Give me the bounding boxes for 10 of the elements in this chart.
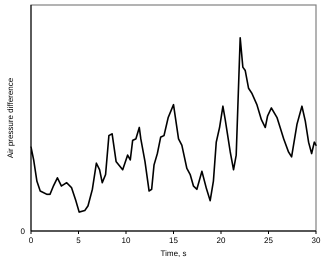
x-tick-label: 30	[312, 236, 321, 245]
text: 0	[20, 227, 26, 236]
y-axis-title: Air pressure difference	[6, 77, 15, 158]
x-tick-label: 0	[28, 236, 34, 245]
x-tick-label: 20	[216, 236, 226, 245]
x-tick-label: 5	[76, 236, 82, 245]
x-axis-title: Time, s	[160, 249, 186, 258]
x-tick-label: 25	[264, 236, 274, 245]
x-tick-label: 10	[122, 236, 131, 245]
x-tick-label: 15	[169, 236, 178, 245]
